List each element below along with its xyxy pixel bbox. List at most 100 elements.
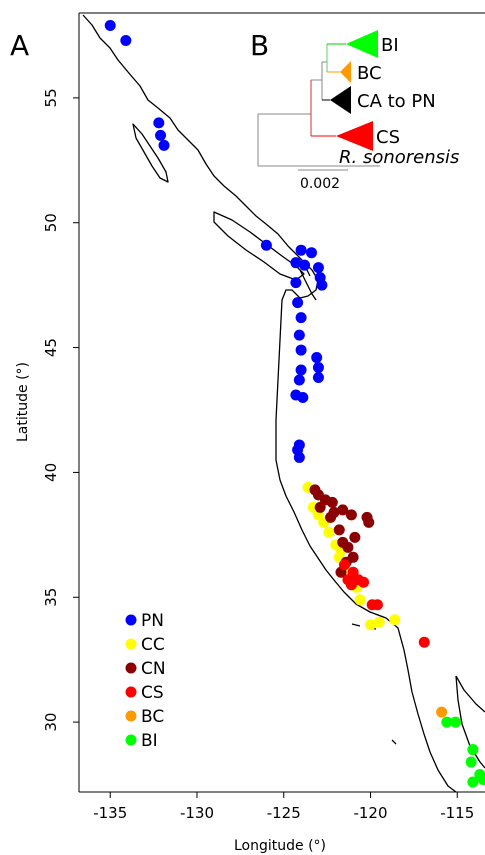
data-point-pn <box>299 259 311 271</box>
data-point-pn <box>290 257 302 269</box>
data-point-bc <box>436 706 448 718</box>
data-point-pn <box>260 239 272 251</box>
legend-marker-bc <box>125 710 137 722</box>
data-point-pn <box>312 372 324 384</box>
legend-marker-cc <box>125 638 137 650</box>
clade-triangle-cs <box>336 121 373 151</box>
y-tick-label: 50 <box>42 213 60 232</box>
series-bi <box>441 716 485 788</box>
data-point-pn <box>153 117 165 129</box>
data-point-cs <box>338 559 350 571</box>
plot-area <box>78 12 485 793</box>
clade-triangle-ca-pn <box>330 86 351 114</box>
coastline-sea-of-cortez <box>455 675 485 769</box>
y-axis-label: Latitude (°) <box>15 362 31 442</box>
data-point-pn <box>120 34 132 46</box>
data-point-cn <box>349 531 361 543</box>
coastline-vancouver-island <box>213 211 305 281</box>
data-point-cc <box>389 614 401 626</box>
data-point-cn <box>314 501 326 513</box>
data-point-pn <box>295 312 307 324</box>
y-tick-label: 35 <box>42 588 60 607</box>
clade-label-sonorensis: R. sonorensis <box>339 147 459 168</box>
panel-label-b: B <box>250 29 269 62</box>
legend-label-bc: BC <box>141 707 164 727</box>
x-axis-label: Longitude (°) <box>234 838 326 854</box>
data-point-cs <box>371 599 383 611</box>
data-point-cc <box>373 616 385 628</box>
series-cs <box>338 559 430 648</box>
data-point-bi <box>474 769 485 781</box>
series-pn <box>104 19 328 463</box>
data-point-pn <box>312 362 324 374</box>
data-point-bi <box>467 744 479 756</box>
data-point-pn <box>158 139 170 151</box>
data-point-pn <box>293 451 305 463</box>
data-point-cn <box>333 524 345 536</box>
legend-marker-cs <box>125 686 137 698</box>
data-point-cs <box>345 579 357 591</box>
data-point-bi <box>441 716 453 728</box>
data-point-cc <box>354 594 366 606</box>
clade-triangle-bc <box>340 61 351 83</box>
data-point-pn <box>312 262 324 274</box>
coastline-channel-islands <box>351 623 397 745</box>
y-tick-label: 45 <box>42 338 60 357</box>
legend-label-bi: BI <box>141 731 158 751</box>
data-point-pn <box>104 19 116 31</box>
legend-marker-cn <box>125 662 137 674</box>
x-tick-label: -115 <box>440 804 474 822</box>
data-point-cc <box>323 526 335 538</box>
series-bc <box>436 706 448 718</box>
x-tick-label: -135 <box>93 804 127 822</box>
data-point-cs <box>418 636 430 648</box>
data-points <box>104 19 485 788</box>
x-tick-label: -125 <box>267 804 301 822</box>
series-cn <box>309 484 375 578</box>
clade-label-bi: BI <box>381 35 399 56</box>
data-point-cn <box>328 506 340 518</box>
clade-label-cs: CS <box>376 127 400 148</box>
y-tick-label: 55 <box>42 88 60 107</box>
data-point-pn <box>292 297 304 309</box>
x-tick-label: -120 <box>353 804 387 822</box>
data-point-cc <box>364 619 376 631</box>
y-axis: 30 35 40 45 50 55 <box>42 88 79 732</box>
legend-label-cc: CC <box>141 635 165 655</box>
data-point-pn <box>295 244 307 256</box>
data-point-pn <box>295 344 307 356</box>
phylogenetic-tree: BI BC CA to PN CS R. sonorensis 0.002 <box>257 30 459 192</box>
data-point-cn <box>345 509 357 521</box>
data-point-pn <box>305 247 317 259</box>
y-tick-label: 30 <box>42 713 60 732</box>
x-tick-label: -130 <box>180 804 214 822</box>
coastline-haida-gwaii <box>132 123 169 183</box>
data-point-pn <box>295 364 307 376</box>
data-point-bi <box>465 756 477 768</box>
legend-label-pn: PN <box>141 611 164 631</box>
data-point-pn <box>316 279 328 291</box>
legend-marker-bi <box>125 734 137 746</box>
legend-marker-pn <box>125 614 137 626</box>
clade-label-ca-pn: CA to PN <box>357 91 436 112</box>
legend-label-cs: CS <box>141 683 164 703</box>
data-point-cs <box>358 576 370 588</box>
x-axis: -135 -130 -125 -120 -115 <box>93 792 474 822</box>
data-point-pn <box>155 129 167 141</box>
data-point-bi <box>450 716 462 728</box>
data-point-pn <box>293 374 305 386</box>
legend: PN CC CN CS BC BI <box>125 611 166 751</box>
data-point-pn <box>293 329 305 341</box>
coastline-mainland <box>82 14 457 793</box>
data-point-pn <box>297 392 309 404</box>
data-point-pn <box>290 277 302 289</box>
y-tick-label: 40 <box>42 463 60 482</box>
data-point-cn <box>363 516 375 528</box>
panel-label-a: A <box>10 29 29 62</box>
data-point-cn <box>342 541 354 553</box>
clade-triangle-bi <box>346 30 378 58</box>
tree-scale-label: 0.002 <box>300 176 340 192</box>
legend-label-cn: CN <box>141 659 166 679</box>
clade-label-bc: BC <box>357 63 382 84</box>
data-point-cn <box>337 504 349 516</box>
